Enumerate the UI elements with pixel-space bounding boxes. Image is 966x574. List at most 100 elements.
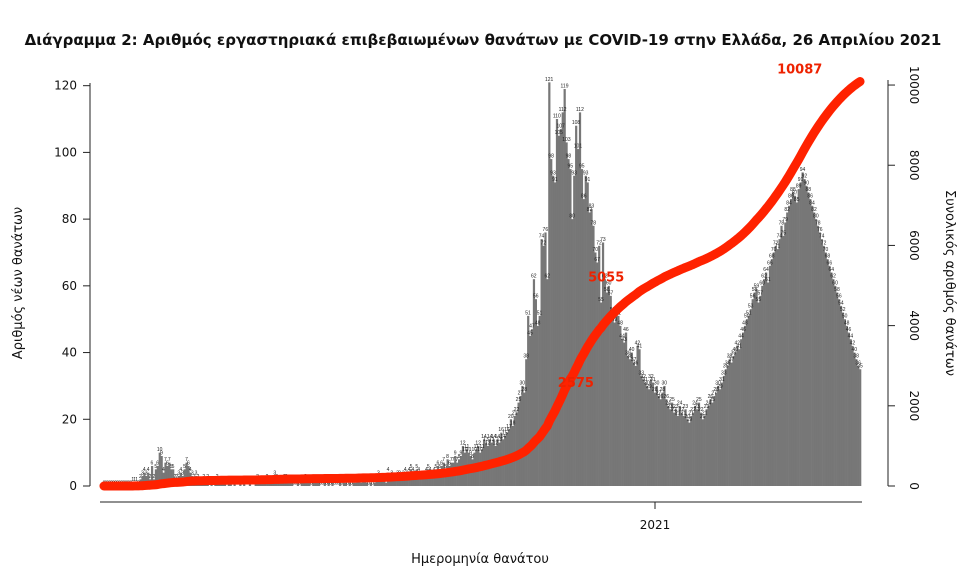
bar-value-label: 17 [506, 424, 512, 430]
bar-value-label: 92 [802, 174, 808, 180]
bar [342, 482, 346, 486]
bar [578, 112, 582, 487]
bar-value-label: 91 [585, 177, 591, 183]
bar-value-label: 46 [846, 327, 852, 333]
bar [576, 149, 580, 486]
bar [743, 325, 747, 486]
bar-value-label: 32 [640, 374, 646, 380]
bar-value-label: 6 [436, 460, 439, 466]
bar-value-label: 22 [671, 407, 677, 413]
bar [793, 195, 797, 486]
bar [271, 482, 275, 486]
bar [406, 475, 409, 486]
bar [626, 355, 630, 486]
bar-value-label: 28 [660, 387, 666, 393]
bar-value-label: 31 [642, 377, 648, 383]
bar-value-label: 41 [637, 344, 643, 350]
bar [344, 482, 348, 486]
bar [676, 415, 679, 486]
bar [605, 292, 608, 486]
bar [797, 189, 800, 486]
bar [816, 225, 820, 487]
bar-value-label: 7 [185, 457, 188, 463]
bar-value-label: 3 [195, 470, 198, 476]
bar-value-label: 58 [604, 287, 610, 293]
bar [713, 395, 716, 486]
bar [603, 279, 607, 486]
bar-value-label: 108 [572, 120, 581, 126]
bar [358, 479, 361, 486]
bar [726, 365, 729, 486]
bar [757, 302, 760, 486]
bar [667, 405, 670, 486]
bar-value-label: 2 [149, 474, 152, 480]
bar [523, 392, 526, 486]
bar [740, 339, 743, 486]
bar-value-label: 18 [510, 420, 516, 426]
bar [515, 412, 518, 486]
bar [811, 205, 814, 486]
bar-value-label: 3 [177, 470, 180, 476]
bar-value-label: 25 [516, 397, 522, 403]
bar-value-label: 36 [633, 360, 639, 366]
bar [423, 475, 426, 486]
bar-value-label: 44 [619, 334, 625, 340]
bar [519, 395, 522, 486]
bar-value-label: 40 [629, 347, 635, 353]
bar-value-label: 20 [700, 414, 706, 420]
bar [607, 285, 610, 486]
bar-value-label: 51 [525, 310, 531, 316]
bar [705, 409, 708, 486]
bar-value-label: 40 [851, 347, 857, 353]
bar [552, 175, 555, 486]
bar [845, 325, 848, 486]
bar [281, 482, 284, 486]
bar-value-label: 56 [533, 294, 539, 300]
bar [730, 362, 733, 486]
bar-value-label: 70 [592, 247, 598, 253]
bar [156, 465, 159, 486]
bar [694, 405, 697, 486]
bar-value-label: 95 [567, 164, 573, 170]
bar [262, 482, 265, 486]
bar-value-label: 59 [754, 284, 760, 290]
bar [624, 332, 628, 486]
bar-value-label: 80 [569, 214, 575, 220]
bar-value-label: 10 [157, 447, 163, 453]
bar-value-label: 7 [168, 457, 171, 463]
bar [671, 402, 674, 486]
bar [557, 135, 561, 486]
bar-value-label: 64 [763, 267, 769, 273]
bar [822, 245, 825, 486]
bar-value-label: 21 [681, 410, 687, 416]
bar [150, 465, 154, 486]
bar-value-label: 30 [662, 380, 668, 386]
bar-value-label: 86 [807, 194, 813, 200]
bar [682, 415, 685, 486]
bar-value-label: 2 [175, 474, 178, 480]
bar [306, 482, 309, 486]
bar [158, 452, 161, 486]
bar-value-label: 5 [410, 464, 413, 470]
bar-value-label: 57 [608, 290, 614, 296]
bar [269, 482, 273, 486]
bar-value-label: 90 [804, 180, 810, 186]
y-tick-label: 100 [54, 145, 77, 159]
bar-value-label: 32 [648, 374, 654, 380]
bar-value-label: 110 [553, 114, 561, 120]
bar [592, 225, 595, 487]
bar [569, 169, 572, 486]
bar-value-label: 83 [589, 204, 595, 210]
bar [170, 469, 173, 486]
bar [264, 482, 267, 486]
bar [615, 312, 618, 486]
bar [419, 479, 422, 486]
bar-value-label: 46 [740, 327, 746, 333]
bar [751, 299, 754, 486]
bar-value-label: 37 [729, 357, 735, 363]
bar [780, 225, 783, 487]
bar-value-label: 75 [780, 230, 786, 236]
bar-value-label: 56 [836, 294, 842, 300]
bar-value-label: 3 [191, 470, 194, 476]
bar-value-label: 48 [535, 320, 541, 326]
